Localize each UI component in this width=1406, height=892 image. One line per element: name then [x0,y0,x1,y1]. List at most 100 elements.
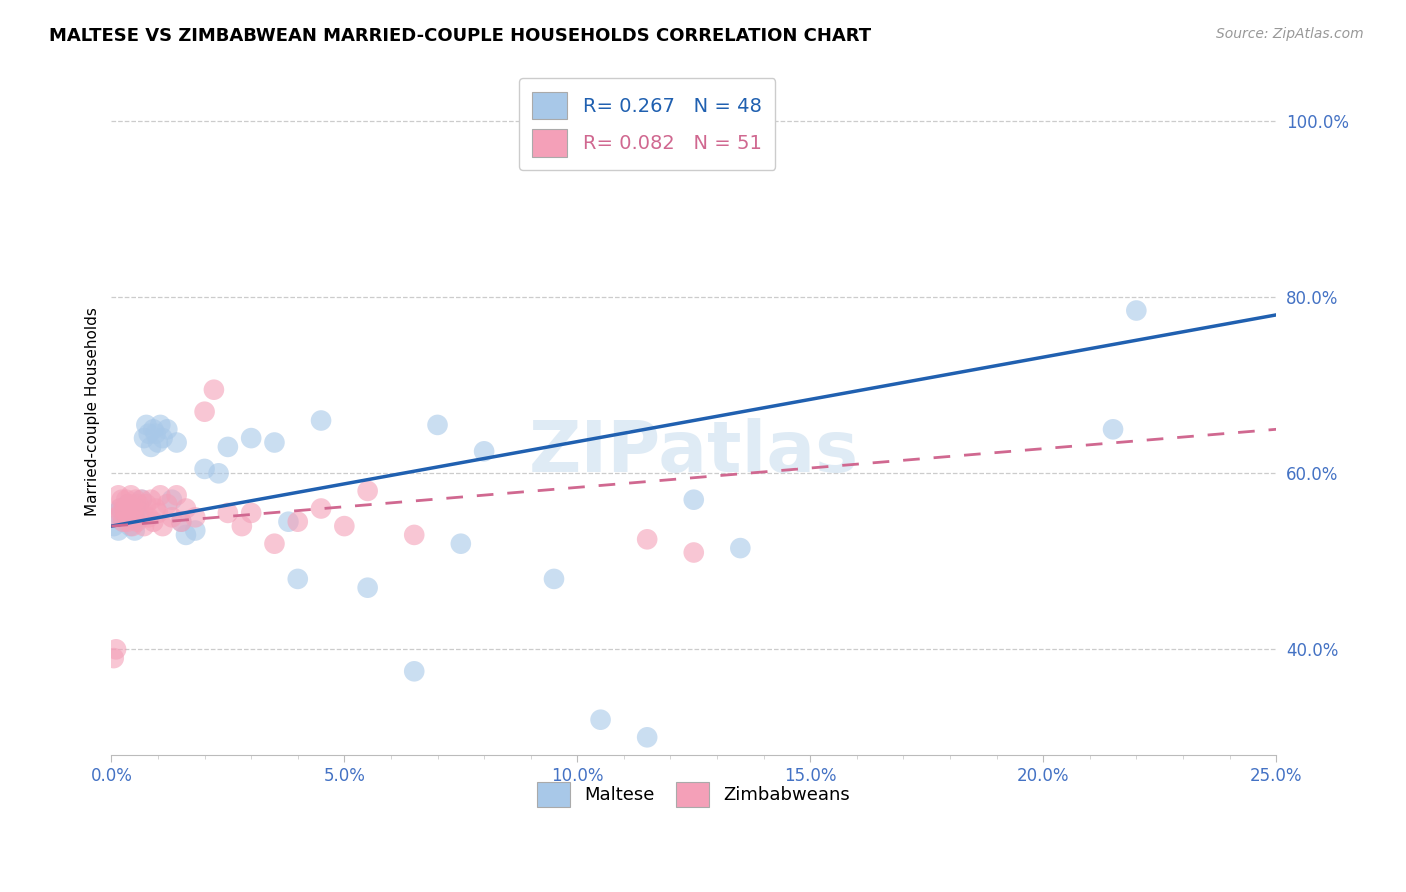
Point [125,515,148,529]
Point [636,533,658,547]
Point [472,444,495,458]
Point [240,506,263,520]
Point [333,519,356,533]
Point [142,515,165,529]
Point [152,519,174,533]
Point [114,501,136,516]
Point [404,665,426,679]
Point [170,515,193,529]
Point [135,497,157,511]
Point [1102,422,1125,436]
Point [145,501,167,516]
Point [108,501,131,516]
Point [184,510,207,524]
Point [114,506,136,520]
Point [139,492,162,507]
Point [263,537,285,551]
Point [287,515,309,529]
Point [103,651,125,665]
Point [110,506,132,520]
Point [160,510,183,524]
Point [124,510,146,524]
Point [107,524,129,538]
Point [309,501,332,516]
Point [105,510,128,524]
Point [122,501,145,516]
Point [149,417,172,432]
Point [149,488,172,502]
Point [138,510,160,524]
Point [404,528,426,542]
Point [112,515,135,529]
Point [309,413,332,427]
Point [124,524,146,538]
Point [131,492,153,507]
Point [1125,303,1147,318]
Point [156,497,179,511]
Point [118,519,141,533]
Point [146,506,169,520]
Point [152,431,174,445]
Point [636,731,658,745]
Point [117,497,139,511]
Point [128,506,150,520]
Point [118,497,141,511]
Point [217,506,239,520]
Point [217,440,239,454]
Point [202,383,225,397]
Point [120,488,142,502]
Point [107,488,129,502]
Point [682,545,704,559]
Point [156,422,179,436]
Point [139,440,162,454]
Text: Source: ZipAtlas.com: Source: ZipAtlas.com [1216,27,1364,41]
Point [131,492,153,507]
Y-axis label: Married-couple Households: Married-couple Households [86,307,100,516]
Point [114,510,136,524]
Point [142,422,165,436]
Point [112,515,135,529]
Point [117,515,139,529]
Text: MALTESE VS ZIMBABWEAN MARRIED-COUPLE HOUSEHOLDS CORRELATION CHART: MALTESE VS ZIMBABWEAN MARRIED-COUPLE HOU… [49,27,872,45]
Point [121,519,143,533]
Point [174,528,197,542]
Point [135,417,157,432]
Legend: Maltese, Zimbabweans: Maltese, Zimbabweans [530,774,858,814]
Point [174,501,197,516]
Point [194,462,217,476]
Point [166,435,188,450]
Text: ZIPatlas: ZIPatlas [529,418,859,487]
Point [110,501,132,516]
Point [146,435,169,450]
Point [121,506,143,520]
Point [115,492,138,507]
Point [125,501,148,516]
Point [356,483,378,498]
Point [132,519,155,533]
Point [277,515,299,529]
Point [160,492,183,507]
Point [127,497,149,511]
Point [543,572,565,586]
Point [184,524,207,538]
Point [111,492,134,507]
Point [207,467,229,481]
Point [231,519,253,533]
Point [450,537,472,551]
Point [166,488,188,502]
Point [170,515,193,529]
Point [145,426,167,441]
Point [103,519,125,533]
Point [105,642,128,657]
Point [138,426,160,441]
Point [128,510,150,524]
Point [263,435,285,450]
Point [132,431,155,445]
Point [240,431,263,445]
Point [105,506,128,520]
Point [426,417,449,432]
Point [194,405,217,419]
Point [287,572,309,586]
Point [118,510,141,524]
Point [730,541,752,555]
